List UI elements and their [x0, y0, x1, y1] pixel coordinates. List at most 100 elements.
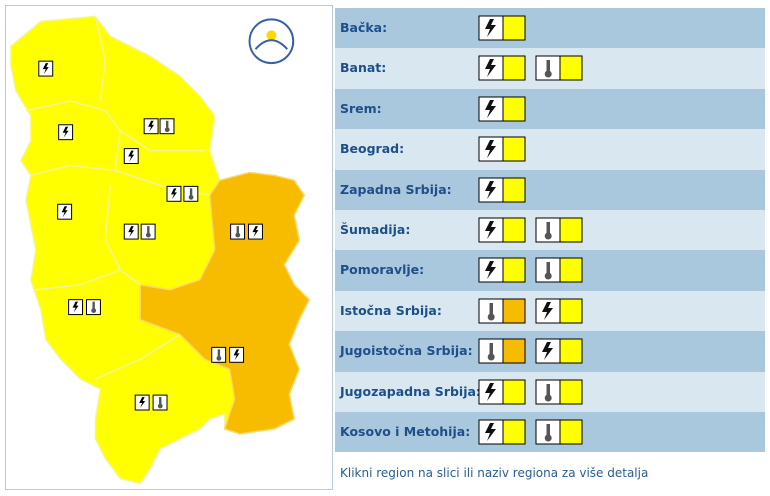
warning-icon [478, 379, 526, 405]
region-row[interactable]: Zapadna Srbija: [335, 169, 765, 210]
region-name: Beograd: [340, 141, 405, 157]
east-orange[interactable] [139, 171, 311, 435]
region-name: Banat: [340, 60, 387, 76]
lightning [485, 382, 496, 401]
region-row[interactable]: Istočna Srbija: [335, 290, 765, 332]
thermometer-stem [546, 60, 550, 73]
region-name: Istočna Srbija: [340, 302, 442, 318]
region-name: Bačka: [340, 20, 388, 35]
warning-icon [478, 136, 526, 162]
warning-icon [535, 257, 583, 283]
region-name: Zapadna Srbija: [340, 181, 452, 197]
warning-icon [535, 298, 583, 324]
region-name: Pomoravlje: [340, 262, 425, 278]
warning-icon [478, 419, 526, 445]
lightning [485, 59, 496, 78]
region-row[interactable]: Kosovo i Metohija: [335, 411, 765, 453]
region-name: Jugoistočna Srbija: [340, 343, 473, 359]
region-row[interactable]: Pomoravlje: [335, 250, 765, 291]
warning-icons [478, 177, 526, 203]
warning-level [559, 217, 583, 243]
thermometer-bulb [544, 232, 552, 240]
map [5, 5, 333, 490]
warning-level [502, 15, 526, 41]
warning-level [502, 55, 526, 81]
thermometer-bulb [487, 313, 495, 321]
thermometer-bulb [544, 394, 552, 402]
warning-icon [535, 338, 583, 364]
warning-icons [478, 15, 526, 41]
warning-icons [478, 298, 583, 324]
region-row[interactable]: Srem: [335, 88, 765, 130]
warning-icons [478, 55, 583, 81]
warning-icons [478, 96, 526, 122]
lightning [542, 301, 553, 320]
thermometer-stem [546, 383, 550, 396]
footer-hint: Klikni region na slici ili naziv regiona… [340, 466, 649, 480]
warning-icon [478, 217, 526, 243]
region-row[interactable]: Šumadija: [335, 209, 765, 251]
warning-icon [478, 177, 526, 203]
warning-icon [535, 55, 583, 81]
warning-icon [478, 257, 526, 283]
warning-icon [478, 55, 526, 81]
warning-icon [478, 15, 526, 41]
warning-level [559, 55, 583, 81]
warning-level [502, 298, 526, 324]
region-borders [25, 16, 210, 380]
warning-level [502, 136, 526, 162]
warning-icons [478, 217, 583, 243]
warning-icon [535, 419, 583, 445]
thermometer-bulb [544, 272, 552, 280]
thermometer-stem [489, 343, 493, 356]
warning-level [559, 419, 583, 445]
warning-level [559, 298, 583, 324]
thermometer-stem [546, 262, 550, 275]
thermometer-bulb [544, 70, 552, 78]
lightning [485, 180, 496, 199]
warning-level [502, 257, 526, 283]
lightning [485, 261, 496, 280]
warning-icons [478, 338, 583, 364]
warning-level [559, 338, 583, 364]
warning-icons [478, 379, 583, 405]
thermometer-stem [546, 221, 550, 234]
region-row[interactable]: Banat: [335, 48, 765, 89]
lightning [485, 19, 496, 37]
lightning [485, 422, 496, 441]
lightning [485, 220, 496, 239]
warning-level [502, 338, 526, 364]
region-table: Bačka: Banat: Srem: Beograd: Zapadna Srbija:… [335, 8, 765, 453]
warning-icons [478, 419, 583, 445]
warning-icon [535, 379, 583, 405]
region-name: Srem: [340, 100, 382, 116]
warning-icon [478, 96, 526, 122]
warning-icon [535, 217, 583, 243]
warning-level [559, 379, 583, 405]
region-row[interactable]: Beograd: [335, 129, 765, 170]
lightning [485, 99, 496, 118]
warning-icons [478, 136, 526, 162]
thermometer-bulb [487, 353, 495, 361]
warning-level [502, 96, 526, 122]
lightning [542, 342, 553, 361]
warning-icons [478, 257, 583, 283]
region-row[interactable]: Jugoistočna Srbija: [335, 331, 765, 372]
region-name: Šumadija: [340, 221, 411, 237]
thermometer-bulb [544, 434, 552, 442]
logo [248, 18, 295, 65]
warning-level [502, 217, 526, 243]
thermometer-stem [546, 423, 550, 436]
region-name: Jugozapadna Srbija: [340, 383, 481, 399]
warning-icon [478, 338, 526, 364]
region-name: Kosovo i Metohija: [340, 423, 471, 439]
warning-level [502, 379, 526, 405]
warning-level [559, 257, 583, 283]
warning-level [502, 419, 526, 445]
region-row[interactable]: Bačka: [335, 8, 765, 49]
region-row[interactable]: Jugozapadna Srbija: [335, 371, 765, 412]
lightning [485, 140, 496, 159]
thermometer-stem [489, 302, 493, 315]
warning-icon [478, 298, 526, 324]
